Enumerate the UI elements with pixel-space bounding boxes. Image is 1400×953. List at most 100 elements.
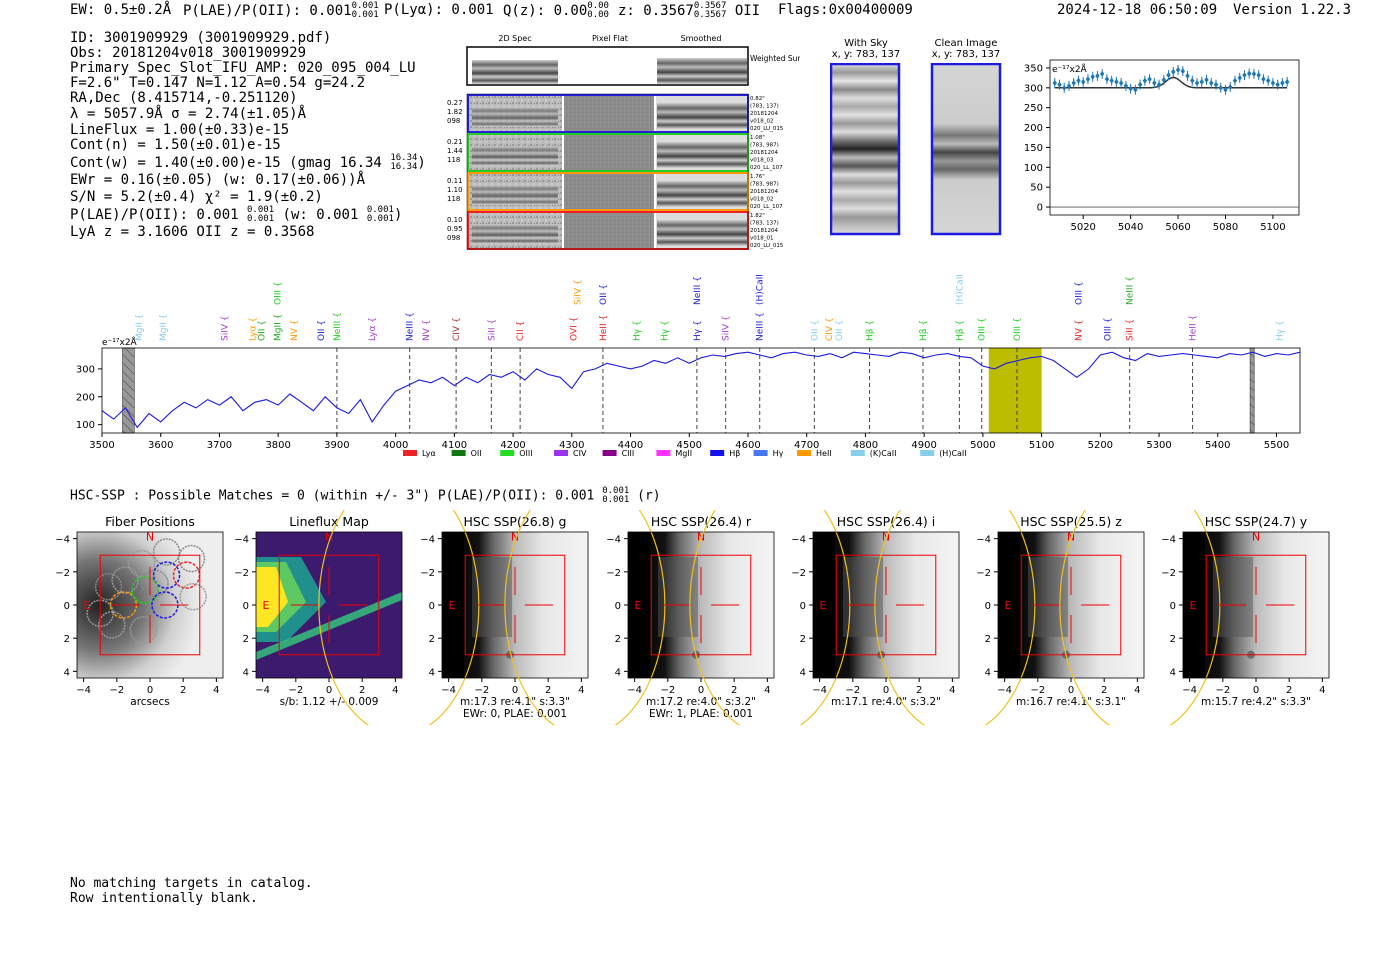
spectrum-line-label: NeIII {: [333, 312, 343, 341]
spectrum-line-label: Hβ {: [955, 320, 965, 341]
cutout-row-meta: 20181204: [750, 111, 778, 117]
legend-label: CIV: [573, 449, 587, 458]
spectrum-xtick-label: 4600: [735, 440, 760, 451]
clean-title: Clean Image: [934, 38, 998, 49]
cutout-row-meta: 20181204: [750, 189, 778, 195]
legend-label: HeII: [816, 449, 832, 458]
spectrum-xtick-label: 3700: [207, 440, 232, 451]
info-plae: P(LAE)/P(OII): 0.001 0.001 0.001 (w: 0.00…: [70, 205, 403, 224]
thumb-ytick-label: 4: [64, 667, 70, 678]
spectrum-line-label: NV {: [422, 320, 432, 341]
spectrum-line-label: NeIII {: [1126, 276, 1136, 305]
info-contw: Cont(w) = 1.40(±0.00)e-15 (gmag 16.34 16…: [70, 153, 426, 172]
aperture-box: [650, 554, 752, 656]
with-sky-image: [830, 63, 901, 236]
spectrum-line-label: OII {: [258, 320, 268, 341]
spectrum-xtick-label: 5100: [1029, 440, 1054, 451]
thumb-ytick-label: 0: [64, 601, 70, 612]
east-label: E: [1004, 599, 1011, 612]
thumb-ytick-label: −2: [791, 568, 806, 579]
legend-swatch: [753, 450, 768, 456]
thumb-ytick-label: 4: [243, 667, 249, 678]
zoom-data-point: [1204, 76, 1209, 83]
weighted-sum-label: Weighted Sum: [750, 54, 800, 63]
lineflux-blob-core: [256, 567, 288, 627]
cutout-row-meta: (783, 987): [750, 182, 779, 188]
cutout-2d-bands: [472, 146, 558, 166]
fiber-circle: [177, 544, 206, 573]
zoom-data-point: [1194, 80, 1200, 87]
cutout-2d-bands: [472, 224, 558, 244]
thumb-xtick-label: −4: [441, 685, 456, 696]
fiber-circle: [129, 616, 158, 644]
thumbnail-xlabel: m:17.1 re:4.0" s:3.2": [831, 696, 941, 708]
thumb-xtick-label: 4: [392, 685, 398, 696]
spectrum-ylabel: e⁻¹⁷x2Å: [102, 336, 138, 348]
thumb-xtick-label: 0: [698, 685, 704, 696]
east-label: E: [83, 599, 90, 612]
north-label: N: [1252, 530, 1260, 543]
spectrum-line-label: OII {: [317, 320, 327, 341]
cutout-row-meta: v018_02: [750, 197, 774, 203]
zoom-xtick-label: 5080: [1213, 222, 1238, 233]
zoom-data-point: [1185, 72, 1190, 79]
hsc-header: HSC-SSP : Possible Matches = 0 (within +…: [70, 486, 661, 505]
thumb-xtick-label: 4: [764, 685, 770, 696]
fiber-circle: [127, 549, 156, 578]
hsc-image: [813, 532, 959, 678]
info-lineflux: LineFlux = 1.00(±0.33)e-15: [70, 122, 290, 138]
thumb-xtick-label: 0: [512, 685, 518, 696]
cutout-flat: [564, 95, 654, 132]
legend-label: CIII: [622, 449, 635, 458]
spectrum-line-label: Hβ {: [866, 320, 876, 341]
cutout-row-meta: v018_02: [750, 119, 774, 125]
thumb-xtick-label: −4: [1182, 685, 1197, 696]
hsc-image-dark-edge: [442, 532, 464, 678]
thumb-xtick-label: 2: [731, 685, 737, 696]
thumb-ytick-label: −2: [234, 568, 249, 579]
spectrum-line-label: MgII {: [274, 314, 284, 341]
legend-label: Hγ: [773, 449, 784, 458]
spectrum-line-label: NeIII {: [756, 312, 766, 341]
thumb-ytick-label: −4: [55, 535, 70, 546]
north-label: N: [511, 530, 519, 543]
cutout-row-meta: v018_01: [750, 236, 774, 242]
zoom-data-point: [1242, 72, 1247, 79]
thumb-xtick-label: −2: [109, 685, 124, 696]
zoom-xtick-label: 5040: [1118, 222, 1143, 233]
zoom-data-point: [1104, 76, 1110, 83]
thumb-xtick-label: 2: [545, 685, 551, 696]
spectrum-line-label: (H)CaII {: [955, 275, 965, 305]
cutout-row-stat: 118: [447, 195, 460, 203]
legend-label: OIII: [519, 449, 532, 458]
thumbnail-xlabel: m:17.2 re:4.0" s:3.2": [646, 696, 756, 708]
cutout-smoothed-bands: [657, 142, 747, 168]
thumb-ytick-label: 4: [800, 667, 806, 678]
cutout-row-meta: 20181204: [750, 150, 778, 156]
legend-swatch: [500, 450, 515, 456]
thumb-ytick-label: 4: [1170, 667, 1176, 678]
info-lya: LyA z = 3.1606 OII z = 0.3568: [70, 224, 315, 240]
thumb-xtick-label: −2: [288, 685, 303, 696]
spectrum-line-label: OIII {: [978, 317, 988, 341]
legend-swatch: [602, 450, 617, 456]
clean-coords: x, y: 783, 137: [931, 49, 1001, 60]
legend-swatch: [554, 450, 568, 456]
thumb-ytick-label: 0: [243, 601, 249, 612]
thumb-ytick-label: 0: [429, 601, 435, 612]
east-label: E: [819, 599, 826, 612]
zoom-ytick-label: 300: [1024, 83, 1043, 94]
legend-swatch: [656, 450, 671, 456]
cutout-row-stat: 0.21: [447, 138, 463, 146]
zoom-data-point: [1166, 72, 1171, 79]
zoom-data-point: [1213, 81, 1219, 88]
spectrum-xtick-label: 3500: [89, 440, 114, 451]
thumb-xtick-label: 4: [1134, 685, 1140, 696]
spectrum-line-label: Hβ {: [919, 320, 929, 341]
zoom-data-point: [1270, 80, 1276, 87]
cutout-row-stat: 098: [447, 117, 460, 125]
cutout-row-stat: 0.11: [447, 177, 463, 185]
thumb-ytick-label: −4: [1161, 535, 1176, 546]
cutout-row-meta: 020_LL_107: [750, 165, 783, 171]
